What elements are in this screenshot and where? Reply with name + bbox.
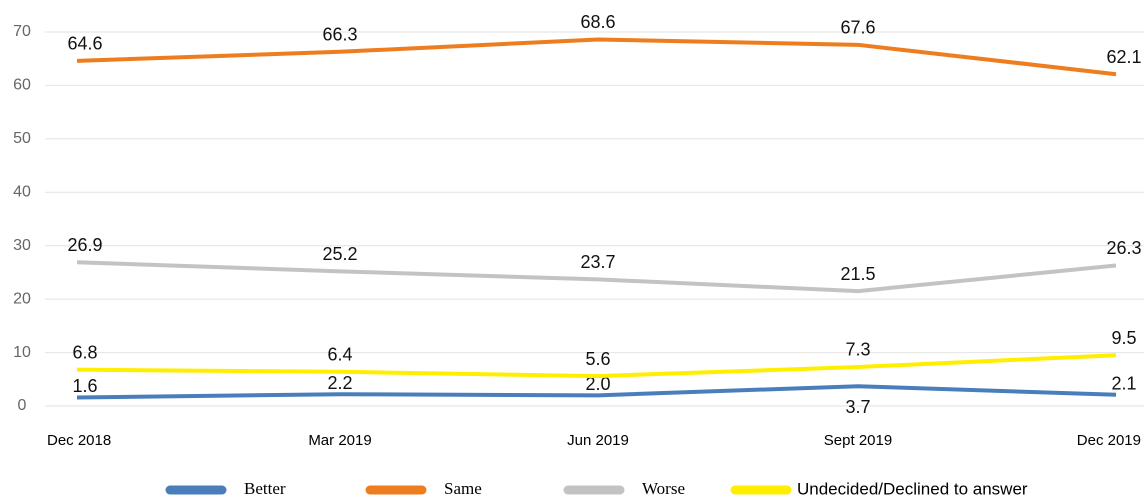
- data-label: 3.7: [845, 397, 870, 417]
- x-tick-label: Dec 2018: [47, 432, 111, 449]
- data-label: 2.1: [1111, 374, 1136, 394]
- data-label: 62.1: [1106, 47, 1141, 67]
- y-tick-label: 50: [13, 130, 31, 147]
- data-label: 6.8: [72, 342, 97, 362]
- y-tick-label: 40: [13, 184, 31, 201]
- data-label: 26.9: [67, 235, 102, 255]
- data-label: 23.7: [580, 252, 615, 272]
- y-tick-label: 70: [13, 23, 31, 40]
- series-line: [76, 37, 1117, 77]
- y-tick-label: 30: [13, 237, 31, 254]
- x-tick-label: Jun 2019: [567, 432, 629, 449]
- y-tick-label: 10: [13, 344, 31, 361]
- data-label: 67.6: [840, 18, 875, 38]
- y-tick-label: 0: [18, 397, 27, 414]
- data-label: 25.2: [322, 244, 357, 264]
- data-label: 26.3: [1106, 238, 1141, 258]
- y-tick-label: 60: [13, 77, 31, 94]
- data-label: 2.0: [585, 374, 610, 394]
- series-line: [76, 353, 1117, 379]
- data-label: 66.3: [322, 25, 357, 45]
- legend-label: Undecided/Declined to answer: [797, 479, 1028, 498]
- y-tick-label: 20: [13, 290, 31, 307]
- legend-label: Worse: [642, 479, 685, 498]
- x-tick-label: Mar 2019: [308, 432, 371, 449]
- series-line: [76, 384, 1117, 400]
- data-label: 68.6: [580, 12, 615, 32]
- legend-label: Better: [244, 479, 286, 498]
- data-label: 5.6: [585, 349, 610, 369]
- data-label: 9.5: [1111, 328, 1136, 348]
- data-label: 64.6: [67, 34, 102, 54]
- data-label: 6.4: [327, 345, 352, 365]
- legend-label: Same: [444, 479, 482, 498]
- data-label: 7.3: [845, 340, 870, 360]
- data-label: 1.6: [72, 376, 97, 396]
- series-line: [76, 260, 1117, 294]
- data-label: 21.5: [840, 264, 875, 284]
- x-tick-label: Sept 2019: [824, 432, 892, 449]
- x-tick-label: Dec 2019: [1077, 432, 1141, 449]
- data-label: 2.2: [327, 373, 352, 393]
